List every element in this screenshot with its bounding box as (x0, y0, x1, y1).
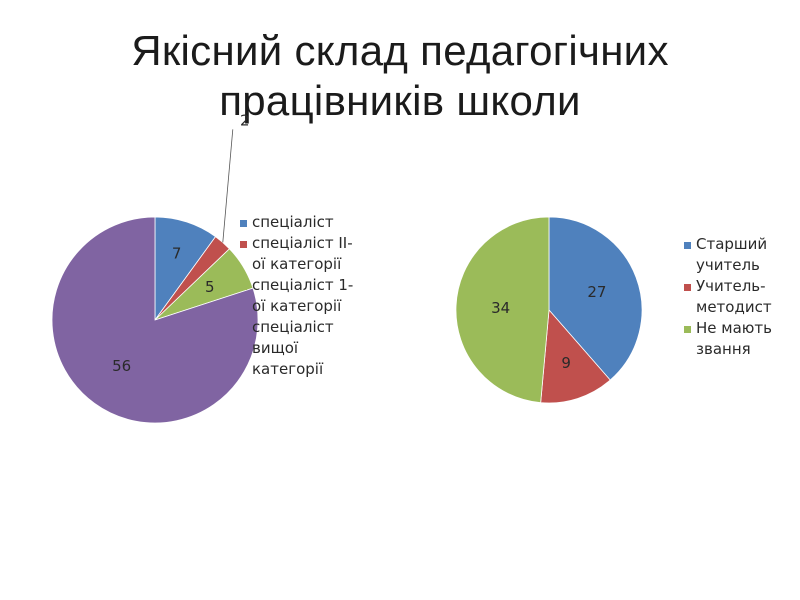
page-title-line-2: працівників школи (219, 77, 581, 124)
categories-legend-swatch-3 (240, 283, 247, 290)
categories-legend-item-3: спеціаліст 1- ої категорії (240, 275, 370, 317)
categories-legend-swatch-2 (240, 241, 247, 248)
categories-legend-item-4: спеціаліст вищої категорії (240, 317, 370, 380)
titles-data-label-3: 34 (491, 299, 510, 317)
categories-data-label-2: 2 (240, 111, 250, 129)
categories-legend-text-2-1: спеціаліст ІІ- (252, 234, 353, 252)
categories-legend-swatch-4 (240, 325, 247, 332)
page-title-line-1: Якісний склад педагогічних (131, 27, 669, 74)
categories-data-label-4: 56 (112, 357, 131, 375)
categories-legend-text-2-2: ої категорії (252, 255, 342, 273)
categories-legend-text-3-1: спеціаліст 1- (252, 276, 354, 294)
categories-legend-text-1-1: спеціаліст (252, 213, 334, 231)
titles-slice-3 (455, 216, 550, 404)
categories-slice-4 (51, 216, 259, 424)
titles-data-label-2: 9 (561, 354, 571, 372)
pie-chart-teacher-titles: 27 9 34 (455, 216, 643, 404)
legend-teacher-categories: спеціаліст спеціаліст ІІ-ої категорії спец… (240, 212, 370, 380)
legend-teacher-titles: Старший учитель Учитель-методист Не мають зв… (684, 234, 794, 360)
categories-data-label-3: 5 (205, 278, 215, 296)
categories-legend-text-3-2: ої категорії (252, 297, 342, 315)
categories-legend-text-4-1: спеціаліст (252, 318, 334, 336)
categories-data-label-1: 7 (172, 244, 182, 262)
categories-legend-swatch-1 (240, 220, 247, 227)
titles-legend-text-1-1: Старший (696, 235, 768, 253)
titles-legend-text-3-1: Не мають (696, 319, 772, 337)
categories-legend-item-2: спеціаліст ІІ-ої категорії (240, 233, 370, 275)
titles-legend-item-2: Учитель-методист (684, 276, 794, 318)
titles-legend-swatch-1 (684, 242, 691, 249)
titles-legend-text-1-2: учитель (696, 256, 760, 274)
titles-data-label-1: 27 (587, 283, 606, 301)
titles-legend-swatch-3 (684, 326, 691, 333)
titles-legend-text-3-2: звання (696, 340, 751, 358)
titles-legend-item-1: Старший учитель (684, 234, 794, 276)
titles-legend-item-3: Не мають звання (684, 318, 794, 360)
categories-legend-text-4-2: вищої (252, 339, 299, 357)
titles-legend-text-2-1: Учитель- (696, 277, 766, 295)
categories-legend-item-1: спеціаліст (240, 212, 370, 233)
titles-legend-swatch-2 (684, 284, 691, 291)
categories-legend-text-4-3: категорії (252, 360, 324, 378)
pie-chart-teacher-categories: 7 2 5 56 (51, 111, 259, 424)
titles-legend-text-2-2: методист (696, 298, 772, 316)
page-title: Якісний склад педагогічних працівників ш… (40, 26, 760, 126)
titles-slice-1 (548, 216, 643, 381)
categories-leader-line-2 (222, 129, 234, 243)
titles-slice-2 (540, 309, 611, 404)
